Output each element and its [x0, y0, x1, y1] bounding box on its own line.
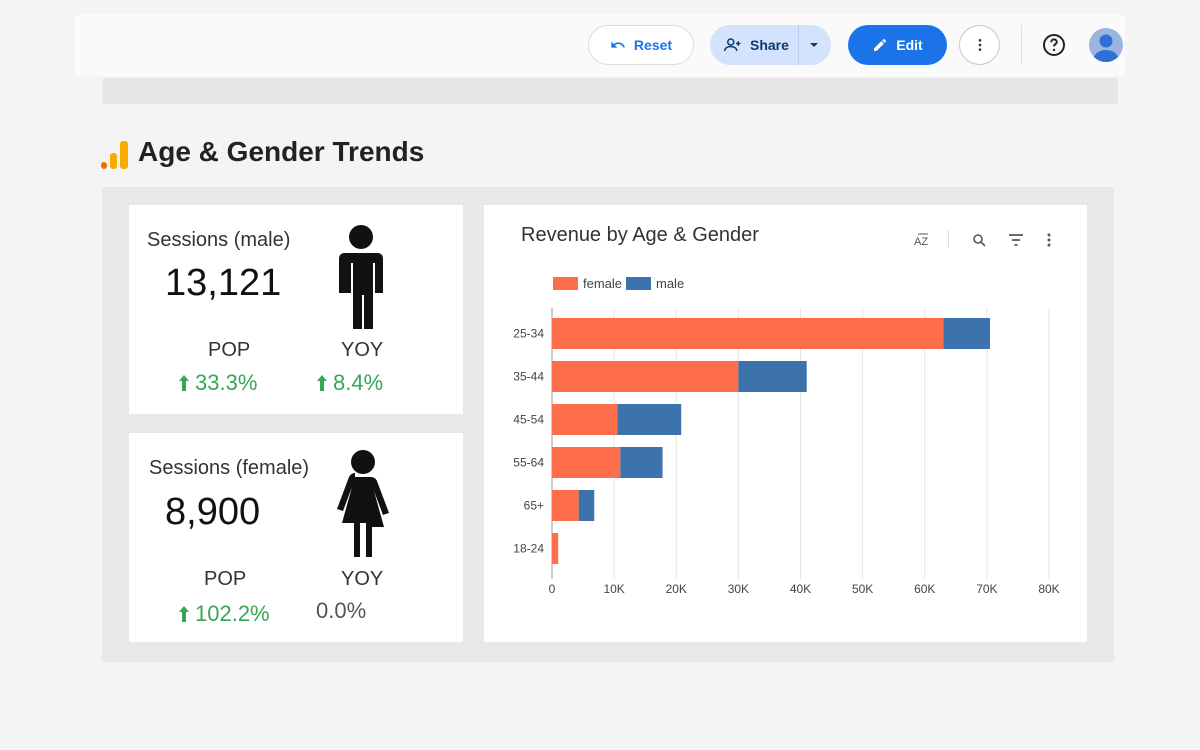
- edit-button[interactable]: Edit: [848, 25, 947, 65]
- bar-male: [578, 490, 595, 521]
- yoy-change-value: 0.0%: [316, 598, 367, 623]
- x-tick-label: 40K: [790, 582, 811, 596]
- card-title: Sessions (female): [149, 457, 310, 479]
- bar-female: [552, 318, 944, 349]
- y-tick-label: 35-44: [513, 370, 544, 384]
- legend-label-male: male: [656, 276, 684, 291]
- arrow-up-icon: [179, 606, 189, 622]
- share-divider: [798, 25, 799, 65]
- card-title: Sessions (male): [147, 229, 291, 251]
- pencil-icon: [874, 39, 887, 51]
- bar-male: [620, 447, 663, 478]
- y-tick-label: 65+: [524, 499, 544, 513]
- female-sessions-card[interactable]: Sessions (female) 8,900 POP YOY 102.2% 0…: [129, 433, 463, 642]
- chart-more-icon[interactable]: [1039, 230, 1059, 250]
- filter-icon[interactable]: [1006, 230, 1026, 250]
- arrow-up-icon: [179, 375, 189, 391]
- sessions-value: 8,900: [165, 491, 261, 533]
- bar-male: [617, 404, 682, 435]
- chart-title: Revenue by Age & Gender: [521, 224, 759, 246]
- share-button[interactable]: Share: [710, 25, 831, 65]
- share-label: Share: [750, 37, 789, 53]
- pop-label: POP: [204, 568, 247, 590]
- male-figure-icon: [339, 225, 383, 329]
- y-tick-label: 18-24: [513, 542, 544, 556]
- report-header-strip: [103, 78, 1118, 104]
- x-tick-label: 80K: [1038, 582, 1059, 596]
- yoy-label: YOY: [341, 568, 384, 590]
- bar-female: [552, 404, 618, 435]
- sessions-value: 13,121: [165, 262, 282, 304]
- yoy-label: YOY: [341, 339, 384, 361]
- yoy-change-value: 8.4%: [333, 370, 384, 395]
- pop-label: POP: [208, 339, 251, 361]
- edit-label: Edit: [896, 37, 923, 53]
- bar-female: [552, 490, 579, 521]
- yoy-change: 0.0%: [316, 598, 366, 624]
- svg-text:AZ: AZ: [914, 236, 928, 248]
- share-dropdown-icon[interactable]: [808, 25, 820, 65]
- pop-change: 33.3%: [179, 370, 257, 396]
- revenue-bar-chart: 0 10K 20K 30K 40K 50K 60K 70K 80K 25-34 35-44 45-54…: [513, 276, 1059, 596]
- legend-swatch-male: [626, 277, 651, 290]
- bar-male: [943, 318, 990, 349]
- account-avatar[interactable]: [1089, 28, 1123, 62]
- help-button[interactable]: [1040, 31, 1068, 59]
- legend-swatch-female: [553, 277, 578, 290]
- page-title: Age & Gender Trends: [138, 136, 425, 167]
- x-tick-label: 20K: [666, 582, 687, 596]
- reset-label: Reset: [633, 37, 673, 53]
- chart-toolbar-separator: [948, 230, 949, 248]
- x-tick-label: 30K: [728, 582, 749, 596]
- arrow-up-icon: [317, 375, 327, 391]
- bar-female: [552, 533, 559, 564]
- yoy-change: 8.4%: [317, 370, 383, 396]
- male-sessions-card[interactable]: Sessions (male) 13,121 POP YOY 33.3% 8.4…: [129, 205, 463, 414]
- sort-icon[interactable]: AZ: [913, 230, 933, 250]
- bar-female: [552, 361, 739, 392]
- more-options-button[interactable]: [959, 25, 1000, 65]
- y-tick-label: 45-54: [513, 413, 544, 427]
- legend-label-female: female: [583, 276, 622, 291]
- pop-change: 102.2%: [179, 601, 270, 627]
- help-icon: [1043, 34, 1065, 56]
- y-tick-label: 55-64: [513, 456, 544, 470]
- x-tick-label: 0: [549, 582, 556, 596]
- reset-button[interactable]: Reset: [588, 25, 694, 65]
- undo-icon: [611, 41, 625, 48]
- person-icon: [1093, 34, 1119, 62]
- x-tick-label: 10K: [603, 582, 624, 596]
- more-vert-icon: [978, 39, 981, 51]
- analytics-logo-icon: [101, 141, 128, 169]
- pop-change-value: 102.2%: [195, 601, 270, 626]
- bar-female: [552, 447, 621, 478]
- y-tick-label: 25-34: [513, 327, 544, 341]
- toolbar-separator: [1021, 25, 1022, 65]
- x-tick-label: 70K: [976, 582, 997, 596]
- zoom-icon[interactable]: [969, 230, 989, 250]
- x-tick-label: 60K: [914, 582, 935, 596]
- x-tick-label: 50K: [852, 582, 873, 596]
- pop-change-value: 33.3%: [195, 370, 258, 395]
- bar-male: [738, 361, 807, 392]
- add-person-icon: [724, 38, 741, 52]
- female-figure-icon: [337, 450, 389, 557]
